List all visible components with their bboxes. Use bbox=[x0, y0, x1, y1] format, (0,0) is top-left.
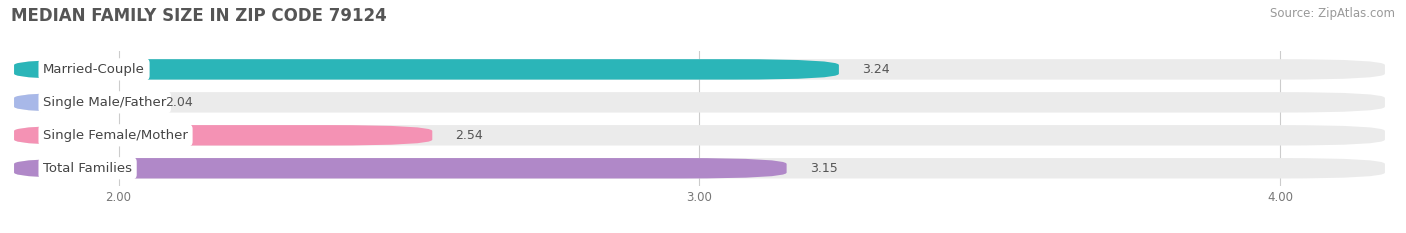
FancyBboxPatch shape bbox=[14, 158, 1385, 178]
Text: Married-Couple: Married-Couple bbox=[44, 63, 145, 76]
Text: 2.54: 2.54 bbox=[456, 129, 484, 142]
FancyBboxPatch shape bbox=[14, 92, 142, 113]
FancyBboxPatch shape bbox=[14, 92, 1385, 113]
Text: Single Female/Mother: Single Female/Mother bbox=[44, 129, 188, 142]
FancyBboxPatch shape bbox=[14, 59, 1385, 80]
FancyBboxPatch shape bbox=[14, 125, 1385, 146]
Text: MEDIAN FAMILY SIZE IN ZIP CODE 79124: MEDIAN FAMILY SIZE IN ZIP CODE 79124 bbox=[11, 7, 387, 25]
Text: Total Families: Total Families bbox=[44, 162, 132, 175]
Text: Single Male/Father: Single Male/Father bbox=[44, 96, 166, 109]
Text: 3.15: 3.15 bbox=[810, 162, 838, 175]
FancyBboxPatch shape bbox=[14, 158, 786, 178]
Text: Source: ZipAtlas.com: Source: ZipAtlas.com bbox=[1270, 7, 1395, 20]
FancyBboxPatch shape bbox=[14, 59, 839, 80]
Text: 3.24: 3.24 bbox=[862, 63, 890, 76]
FancyBboxPatch shape bbox=[14, 125, 432, 146]
Text: 2.04: 2.04 bbox=[165, 96, 193, 109]
